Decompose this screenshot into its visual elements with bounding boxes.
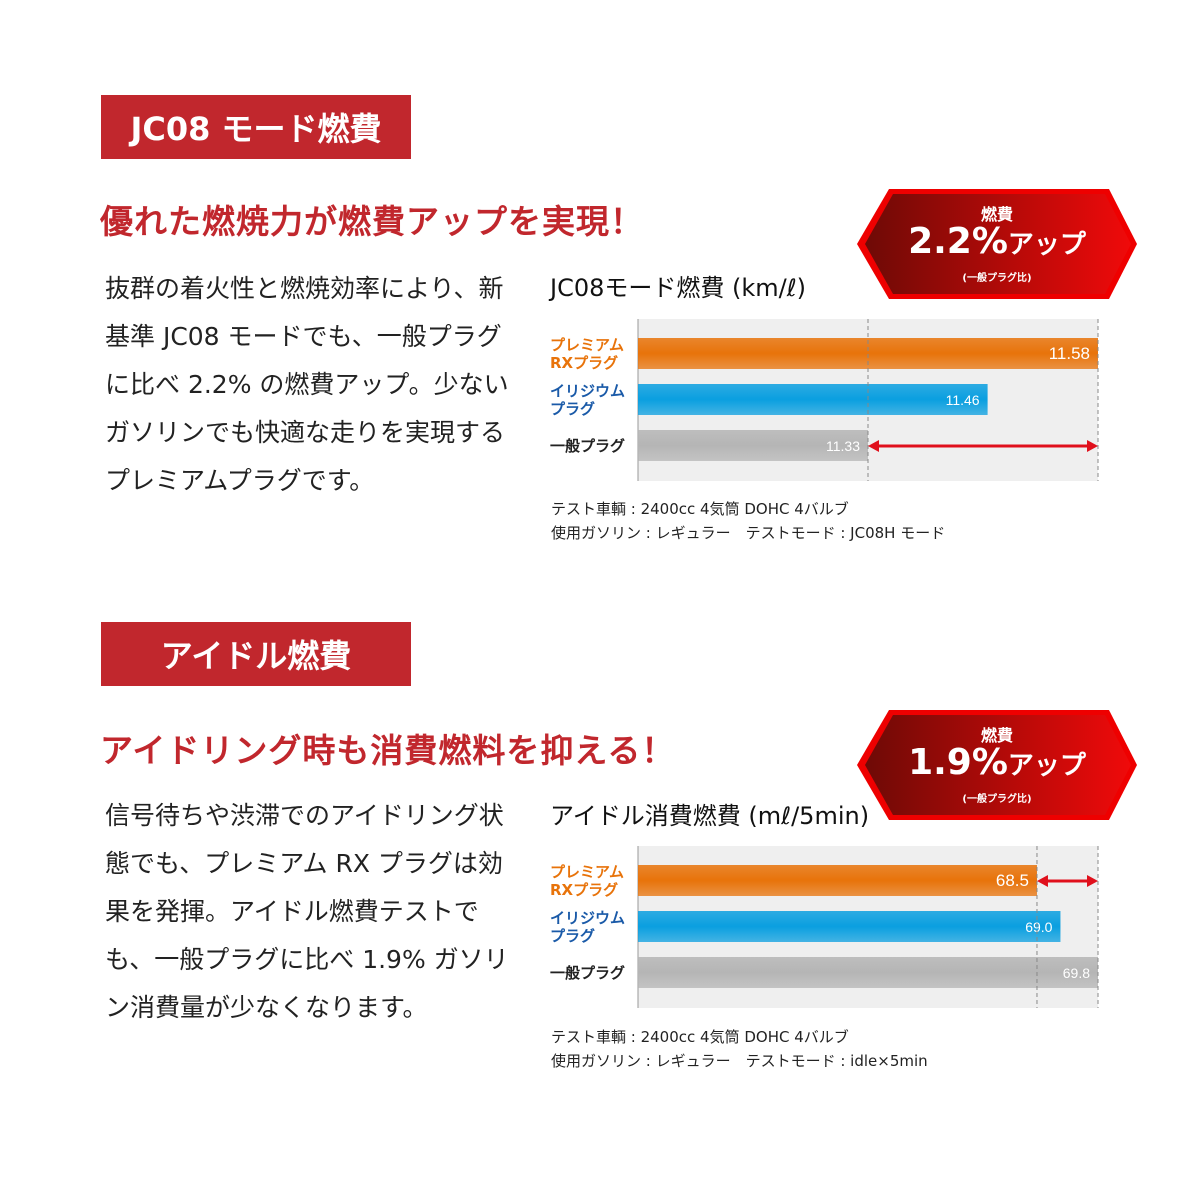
category-label: RXプラグ: [550, 881, 618, 899]
bar-chart-jc08: 11.58 プレミアム RXプラグ 11.46 イリジウム プラグ 11.33 一般プラグ: [545, 319, 1105, 481]
category-label: プレミアム: [550, 336, 624, 354]
arrow-head-right-icon: [1087, 875, 1098, 887]
badge-label: 燃費: [980, 726, 1013, 745]
category-label: プラグ: [550, 400, 595, 418]
headline-jc08: 優れた燃焼力が燃費アップを実現！: [100, 202, 644, 241]
badge-idle: 燃費 1.9%アップ (一般プラグ比): [855, 708, 1139, 822]
body-text-idle: 信号待ちや渋滞でのアイドリング状態でも、プレミアム RX プラグは効果を発揮。ア…: [105, 801, 509, 1022]
note-line: 使用ガソリン : レギュラー テストモード : JC08H モード: [551, 524, 946, 542]
badge-jc08: 燃費 2.2%アップ (一般プラグ比): [855, 187, 1139, 301]
section-banner-jc08: JC08 モード燃費: [101, 95, 411, 159]
chart-title-idle: アイドル消費燃費 (mℓ/5min): [550, 802, 870, 830]
test-notes-jc08: テスト車輌 : 2400cc 4気筒 DOHC 4バルブ 使用ガソリン : レギ…: [551, 497, 945, 545]
headline-idle: アイドリング時も消費燃料を抑える！: [100, 731, 676, 770]
note-line: テスト車輌 : 2400cc 4気筒 DOHC 4バルブ: [551, 1028, 849, 1046]
category-label: プレミアム: [550, 863, 624, 881]
category-label: イリジウム: [550, 382, 625, 400]
bar-value-label: 69.8: [1063, 965, 1090, 981]
arrow-head-left-icon: [868, 440, 879, 452]
badge-value: 1.9%アップ: [908, 742, 1086, 783]
badge-hexagon-icon: [857, 189, 1137, 299]
bar-1: [638, 911, 1061, 942]
badge-note: (一般プラグ比): [962, 794, 1032, 805]
test-notes-idle: テスト車輌 : 2400cc 4気筒 DOHC 4バルブ 使用ガソリン : レギ…: [551, 1025, 928, 1073]
bar-2: [638, 430, 868, 461]
bar-1: [638, 384, 988, 415]
badge-label: 燃費: [980, 205, 1013, 224]
note-line: 使用ガソリン : レギュラー テストモード : idle×5min: [551, 1052, 928, 1070]
chart-title-jc08: JC08モード燃費 (km/ℓ): [550, 274, 807, 302]
bar-value-label: 69.0: [1025, 919, 1052, 935]
category-label: 一般プラグ: [550, 964, 625, 982]
category-label: プラグ: [550, 927, 595, 945]
category-label: RXプラグ: [550, 354, 618, 372]
badge-hexagon-icon: [857, 710, 1137, 820]
bar-2: [638, 957, 1098, 988]
bar-value-label: 68.5: [996, 871, 1029, 890]
bar-value-label: 11.46: [946, 392, 980, 408]
badge-note: (一般プラグ比): [962, 273, 1032, 284]
section-banner-idle: アイドル燃費: [101, 622, 411, 686]
body-text-jc08: 抜群の着火性と燃焼効率により、新基準 JC08 モードでも、一般プラグに比べ 2…: [105, 274, 509, 495]
arrow-head-right-icon: [1087, 440, 1098, 452]
bar-value-label: 11.33: [826, 438, 860, 454]
arrow-head-left-icon: [1036, 875, 1048, 887]
bar-0: [638, 865, 1037, 896]
category-label: 一般プラグ: [550, 437, 625, 455]
badge-value: 2.2%アップ: [908, 221, 1086, 262]
category-label: イリジウム: [550, 909, 625, 927]
bar-chart-idle: 68.5 プレミアム RXプラグ 69.0 イリジウム プラグ 69.8 一般プラグ: [545, 846, 1105, 1008]
note-line: テスト車輌 : 2400cc 4気筒 DOHC 4バルブ: [551, 500, 849, 518]
bar-value-label: 11.58: [1049, 344, 1090, 363]
